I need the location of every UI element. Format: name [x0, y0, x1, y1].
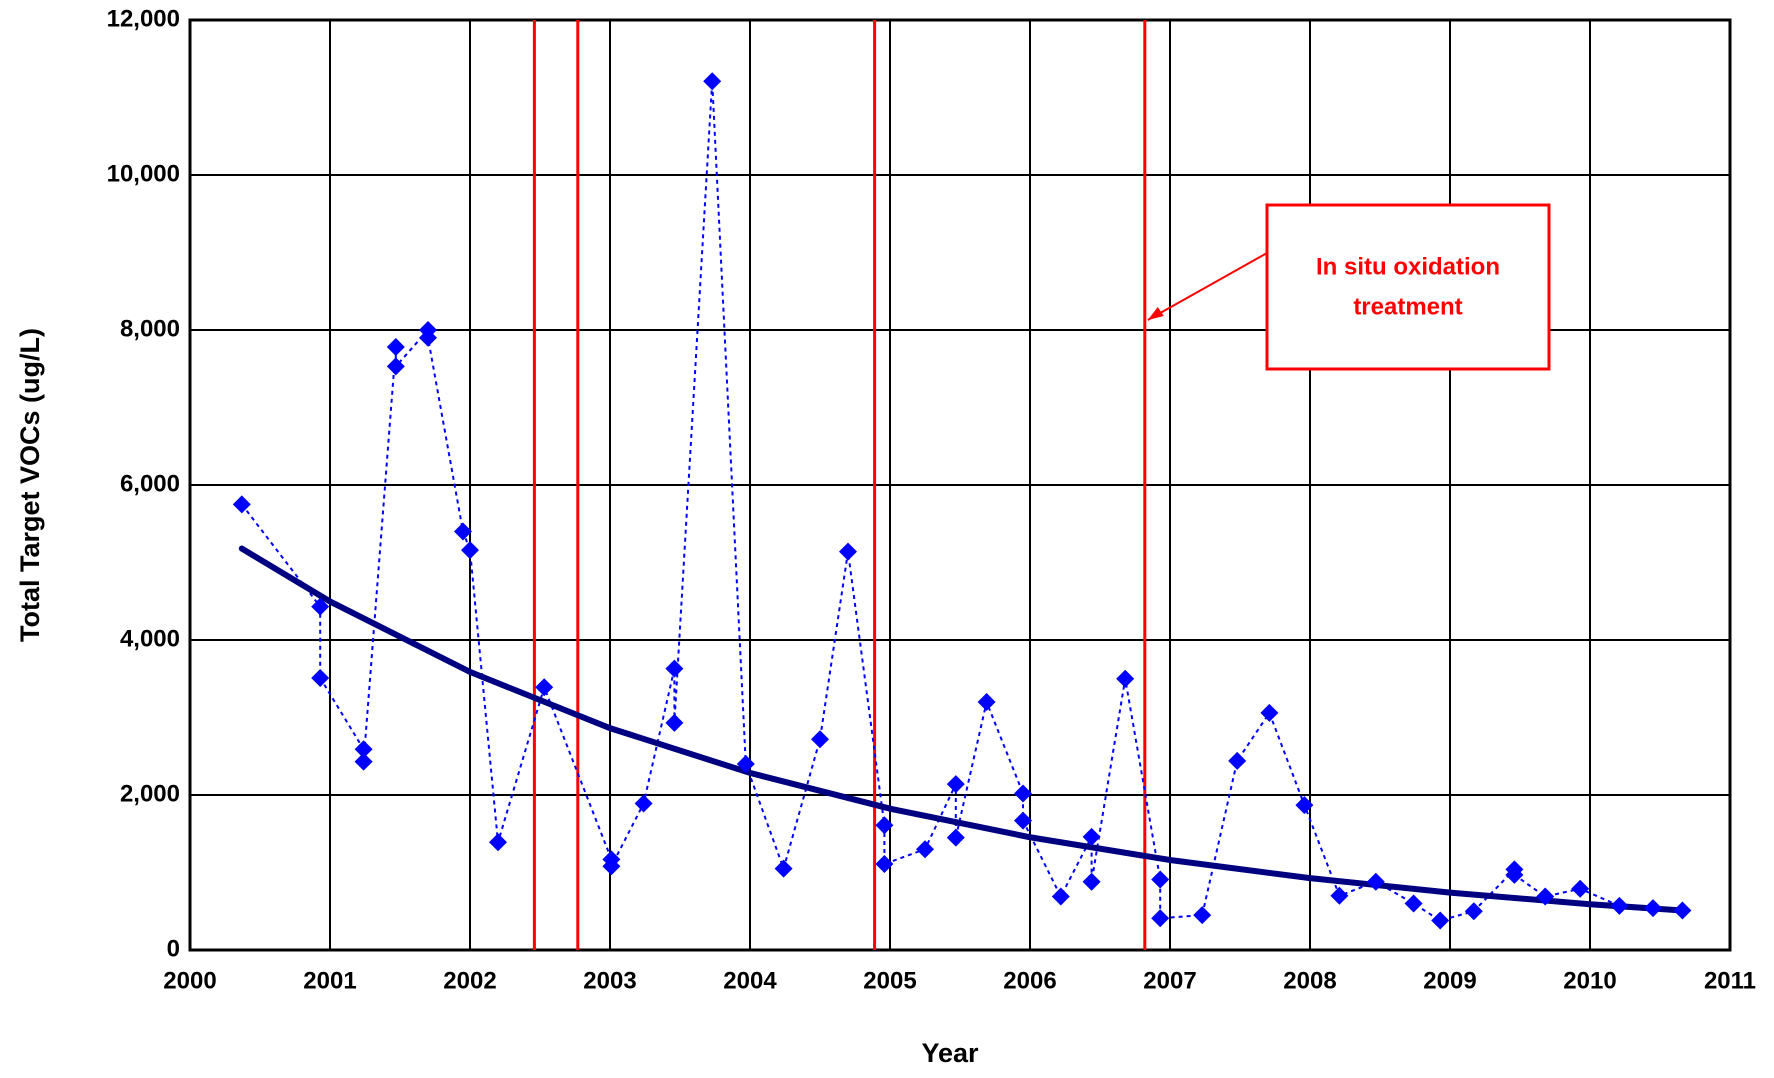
data-point	[419, 328, 437, 347]
x-tick-label: 2008	[1283, 967, 1336, 994]
data-point	[1404, 894, 1423, 913]
data-point	[1644, 899, 1662, 918]
data-point	[232, 495, 251, 514]
data-point	[1151, 909, 1170, 928]
data-point	[489, 833, 507, 852]
y-tick-label: 0	[167, 935, 180, 962]
x-tick-label: 2000	[163, 967, 216, 994]
x-tick-label: 2004	[723, 967, 777, 994]
data-point	[1082, 872, 1101, 891]
data-point	[535, 678, 554, 697]
data-point	[354, 752, 373, 771]
annotation-arrow	[1147, 252, 1268, 321]
x-tick-label: 2009	[1423, 967, 1476, 994]
y-tick-label: 2,000	[120, 780, 180, 807]
data-point	[1051, 887, 1070, 906]
annotation-box	[1265, 203, 1551, 371]
data-point	[461, 541, 479, 560]
data-point	[1505, 865, 1524, 884]
annotation-text: treatment	[1353, 293, 1462, 320]
data-point	[1295, 796, 1314, 815]
x-tick-label: 2005	[863, 967, 916, 994]
data-point	[839, 542, 857, 561]
data-point	[311, 668, 330, 687]
data-point	[454, 522, 472, 541]
x-tick-label: 2003	[583, 967, 636, 994]
x-tick-label: 2002	[443, 967, 496, 994]
data-point	[386, 357, 405, 376]
data-point	[1151, 870, 1170, 889]
data-point	[354, 740, 373, 759]
y-tick-label: 4,000	[120, 625, 180, 652]
y-axis-label: Total Target VOCs (ug/L)	[15, 328, 45, 642]
annotation-text: In situ oxidation	[1316, 253, 1500, 280]
y-tick-label: 8,000	[120, 315, 180, 342]
arrow-head	[1147, 307, 1164, 320]
data-point	[1082, 827, 1101, 846]
x-tick-label: 2001	[303, 967, 356, 994]
data-point	[946, 775, 965, 794]
data-point	[1610, 896, 1629, 915]
y-tick-label: 6,000	[120, 470, 180, 497]
data-point	[774, 859, 793, 878]
data-point	[665, 659, 684, 678]
plot-frame	[188, 18, 1732, 952]
data-point	[875, 816, 894, 835]
data-point	[946, 828, 965, 847]
data-point	[1260, 703, 1279, 722]
data-point	[1366, 872, 1385, 891]
data-point	[1330, 886, 1349, 905]
data-point	[703, 72, 722, 91]
data-point	[1014, 784, 1032, 803]
y-tick-label: 10,000	[107, 160, 180, 187]
data-point	[1673, 901, 1692, 920]
data-point	[1014, 811, 1032, 830]
data-point	[665, 713, 684, 732]
data-point	[602, 857, 621, 876]
trend-line	[238, 545, 1686, 914]
x-axis-label: Year	[921, 1038, 979, 1068]
data-point	[916, 840, 934, 859]
data-point	[1464, 902, 1483, 921]
x-tick-label: 2006	[1003, 967, 1056, 994]
data-point	[311, 597, 330, 616]
x-tick-label: 2007	[1143, 967, 1196, 994]
data-point	[1536, 887, 1555, 906]
data-point	[1193, 906, 1212, 925]
y-tick-label: 12,000	[107, 5, 180, 32]
data-point	[386, 338, 405, 357]
x-tick-label: 2010	[1563, 967, 1616, 994]
data-point	[634, 794, 653, 813]
data-point	[1116, 669, 1135, 688]
data-point	[1571, 879, 1590, 898]
data-point	[977, 693, 996, 711]
data-point	[736, 755, 755, 773]
data-point	[875, 854, 894, 873]
data-point	[811, 730, 829, 749]
x-tick-label: 2011	[1704, 967, 1756, 994]
data-point	[1228, 751, 1247, 770]
data-point	[1431, 911, 1450, 930]
